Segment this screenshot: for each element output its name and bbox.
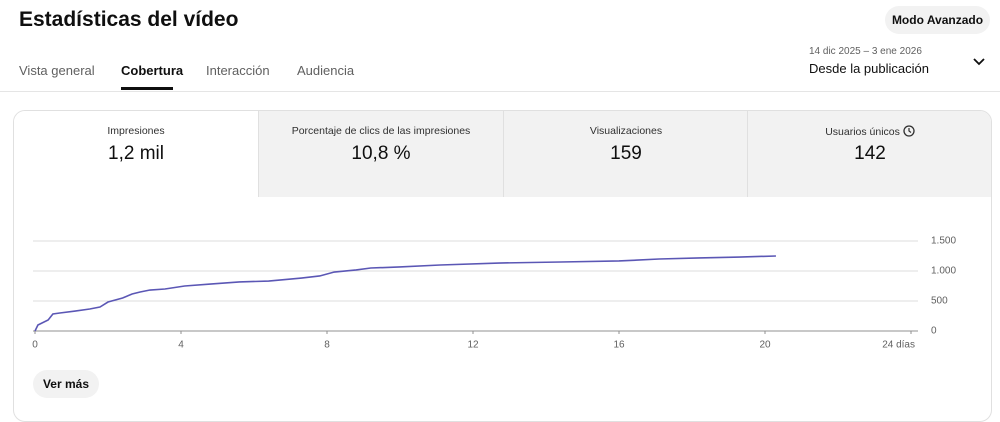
metric-label: Usuarios únicos (748, 125, 991, 138)
metric-tile[interactable]: Visualizaciones 159 (503, 111, 748, 197)
divider (0, 91, 1000, 92)
y-tick-label: 500 (931, 296, 948, 307)
chart: 0 500 1.000 1.500 0 4 8 12 16 20 24 días (32, 236, 956, 351)
metric-label: Impresiones (107, 125, 165, 137)
metric-tile[interactable]: Porcentaje de clics de las impresiones 10… (258, 111, 503, 197)
metric-label: Visualizaciones (589, 125, 663, 137)
x-tick-label: 0 (32, 340, 38, 351)
date-range[interactable]: 14 dic 2025 – 3 ene 2026 (809, 46, 922, 57)
page-title: Estadísticas del vídeo (19, 8, 239, 31)
metric-tile[interactable]: Usuarios únicos 142 (747, 111, 991, 197)
y-tick-label: 1.000 (931, 266, 956, 277)
data-line (34, 255, 776, 332)
page: Estadísticas del vídeo Modo Avanzado Vis… (0, 6, 1000, 422)
x-tick-label: 16 (613, 340, 625, 351)
y-tick-label: 1.500 (931, 236, 956, 247)
x-tick-label: 4 (178, 340, 184, 351)
tab-underline (121, 87, 173, 90)
tab[interactable]: Cobertura (121, 63, 184, 78)
metric-value: 159 (610, 143, 642, 164)
date-label[interactable]: Desde la publicación (809, 61, 929, 76)
metric-value: 142 (854, 143, 886, 164)
metric-value: 10,8 % (351, 143, 411, 164)
tab[interactable]: Audiencia (297, 63, 355, 78)
chevron[interactable] (972, 55, 986, 69)
more-button[interactable]: Ver más (33, 370, 99, 398)
advanced-button[interactable]: Modo Avanzado (885, 6, 990, 34)
tab[interactable]: Vista general (19, 63, 95, 78)
y-tick-label: 0 (931, 326, 937, 337)
x-tick-label: 8 (324, 340, 330, 351)
x-tick-label: 24 días (882, 340, 915, 351)
clock-icon (903, 125, 915, 137)
tab[interactable]: Interacción (206, 63, 270, 78)
metric-tile[interactable]: Impresiones 1,2 mil (14, 111, 258, 197)
metric-label-text: Usuarios únicos (825, 126, 900, 138)
x-tick-label: 20 (759, 340, 771, 351)
metric-value: 1,2 mil (108, 143, 164, 164)
metric-label: Porcentaje de clics de las impresiones (291, 125, 471, 137)
x-tick-label: 12 (467, 340, 479, 351)
